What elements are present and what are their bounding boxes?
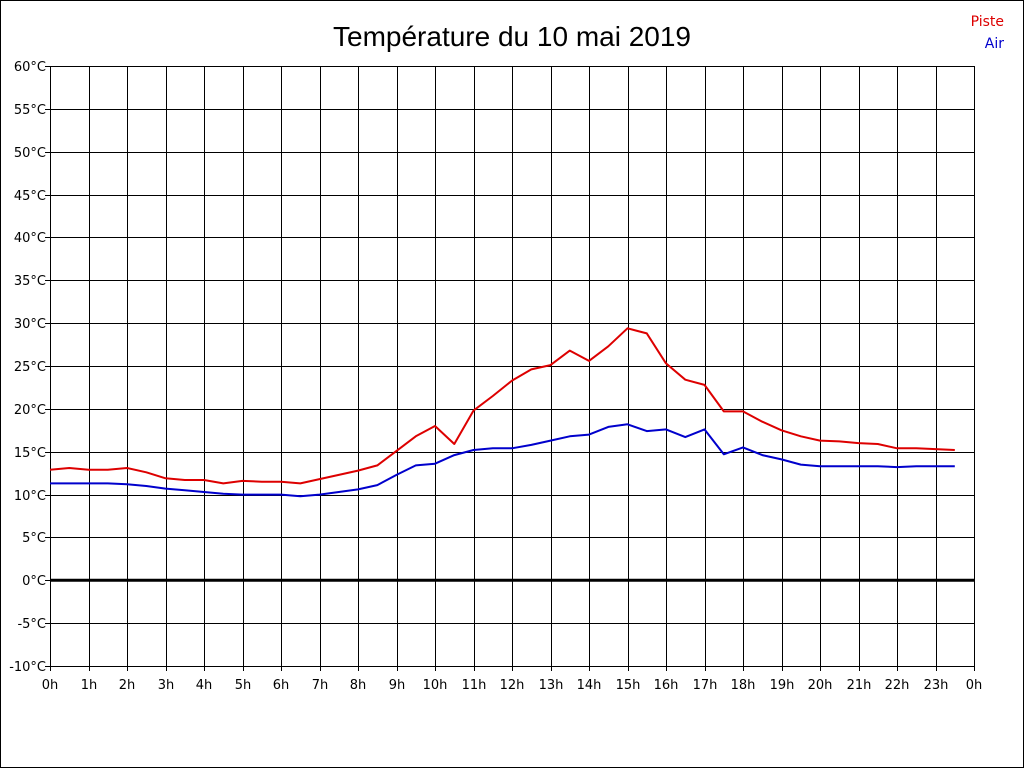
y-tick-label: -10°C bbox=[9, 660, 46, 675]
x-tick-label: 11h bbox=[462, 678, 487, 693]
y-tick-label: 40°C bbox=[14, 231, 46, 246]
series-lines bbox=[49, 327, 955, 498]
x-tick-label: 0h bbox=[42, 678, 59, 693]
x-tick-label: 12h bbox=[500, 678, 525, 693]
x-tick-label: 16h bbox=[654, 678, 679, 693]
x-tick-label: 8h bbox=[350, 678, 367, 693]
y-tick-label: 20°C bbox=[14, 403, 46, 418]
y-tick-label: 15°C bbox=[14, 446, 46, 461]
y-tick-label: 55°C bbox=[14, 103, 46, 118]
x-tick-label: 21h bbox=[847, 678, 872, 693]
y-tick-label: 25°C bbox=[14, 360, 46, 375]
x-tick-label: 14h bbox=[577, 678, 602, 693]
x-tick-label: 15h bbox=[616, 678, 641, 693]
x-tick-label: 19h bbox=[770, 678, 795, 693]
y-tick-label: 10°C bbox=[14, 489, 46, 504]
x-tick-label: 0h bbox=[966, 678, 983, 693]
y-tick-label: 50°C bbox=[14, 146, 46, 161]
series-line-piste bbox=[49, 327, 955, 485]
legend: Piste Air bbox=[971, 14, 1005, 52]
x-tick-label: 5h bbox=[235, 678, 252, 693]
y-tick-label: 35°C bbox=[14, 274, 46, 289]
x-tick-label: 20h bbox=[808, 678, 833, 693]
x-tick-label: 17h bbox=[693, 678, 718, 693]
y-tick-label: 0°C bbox=[22, 574, 46, 589]
x-tick-label: 3h bbox=[158, 678, 175, 693]
legend-entry-piste: Piste bbox=[971, 14, 1004, 30]
y-tick-label: 30°C bbox=[14, 317, 46, 332]
x-tick-label: 13h bbox=[539, 678, 564, 693]
x-tick-labels: 0h 1h 2h 3h 4h 5h 6h 7h 8h 9h 10h 11h 12h 13h 14h 15h 16… bbox=[42, 678, 983, 693]
chart-title: Température du 10 mai 2019 bbox=[333, 21, 691, 52]
x-tick-label: 1h bbox=[81, 678, 98, 693]
y-tick-label: 45°C bbox=[14, 189, 46, 204]
y-tick-label: 60°C bbox=[14, 60, 46, 75]
x-tick-label: 18h bbox=[731, 678, 756, 693]
x-tick-label: 2h bbox=[119, 678, 136, 693]
x-tick-label: 22h bbox=[885, 678, 910, 693]
x-tick-label: 7h bbox=[312, 678, 329, 693]
grid-lines bbox=[45, 66, 975, 671]
x-tick-label: 6h bbox=[273, 678, 290, 693]
legend-entry-air: Air bbox=[985, 36, 1004, 52]
y-tick-labels: 60°C 55°C 50°C 45°C 40°C 35°C 30°C 25°C 20°C 15°C… bbox=[9, 60, 46, 675]
x-tick-label: 4h bbox=[196, 678, 213, 693]
y-tick-label: 5°C bbox=[22, 531, 46, 546]
series-line-air bbox=[50, 423, 955, 498]
y-tick-label: -5°C bbox=[17, 617, 46, 632]
x-tick-label: 23h bbox=[924, 678, 949, 693]
x-tick-label: 9h bbox=[389, 678, 406, 693]
x-tick-label: 10h bbox=[423, 678, 448, 693]
